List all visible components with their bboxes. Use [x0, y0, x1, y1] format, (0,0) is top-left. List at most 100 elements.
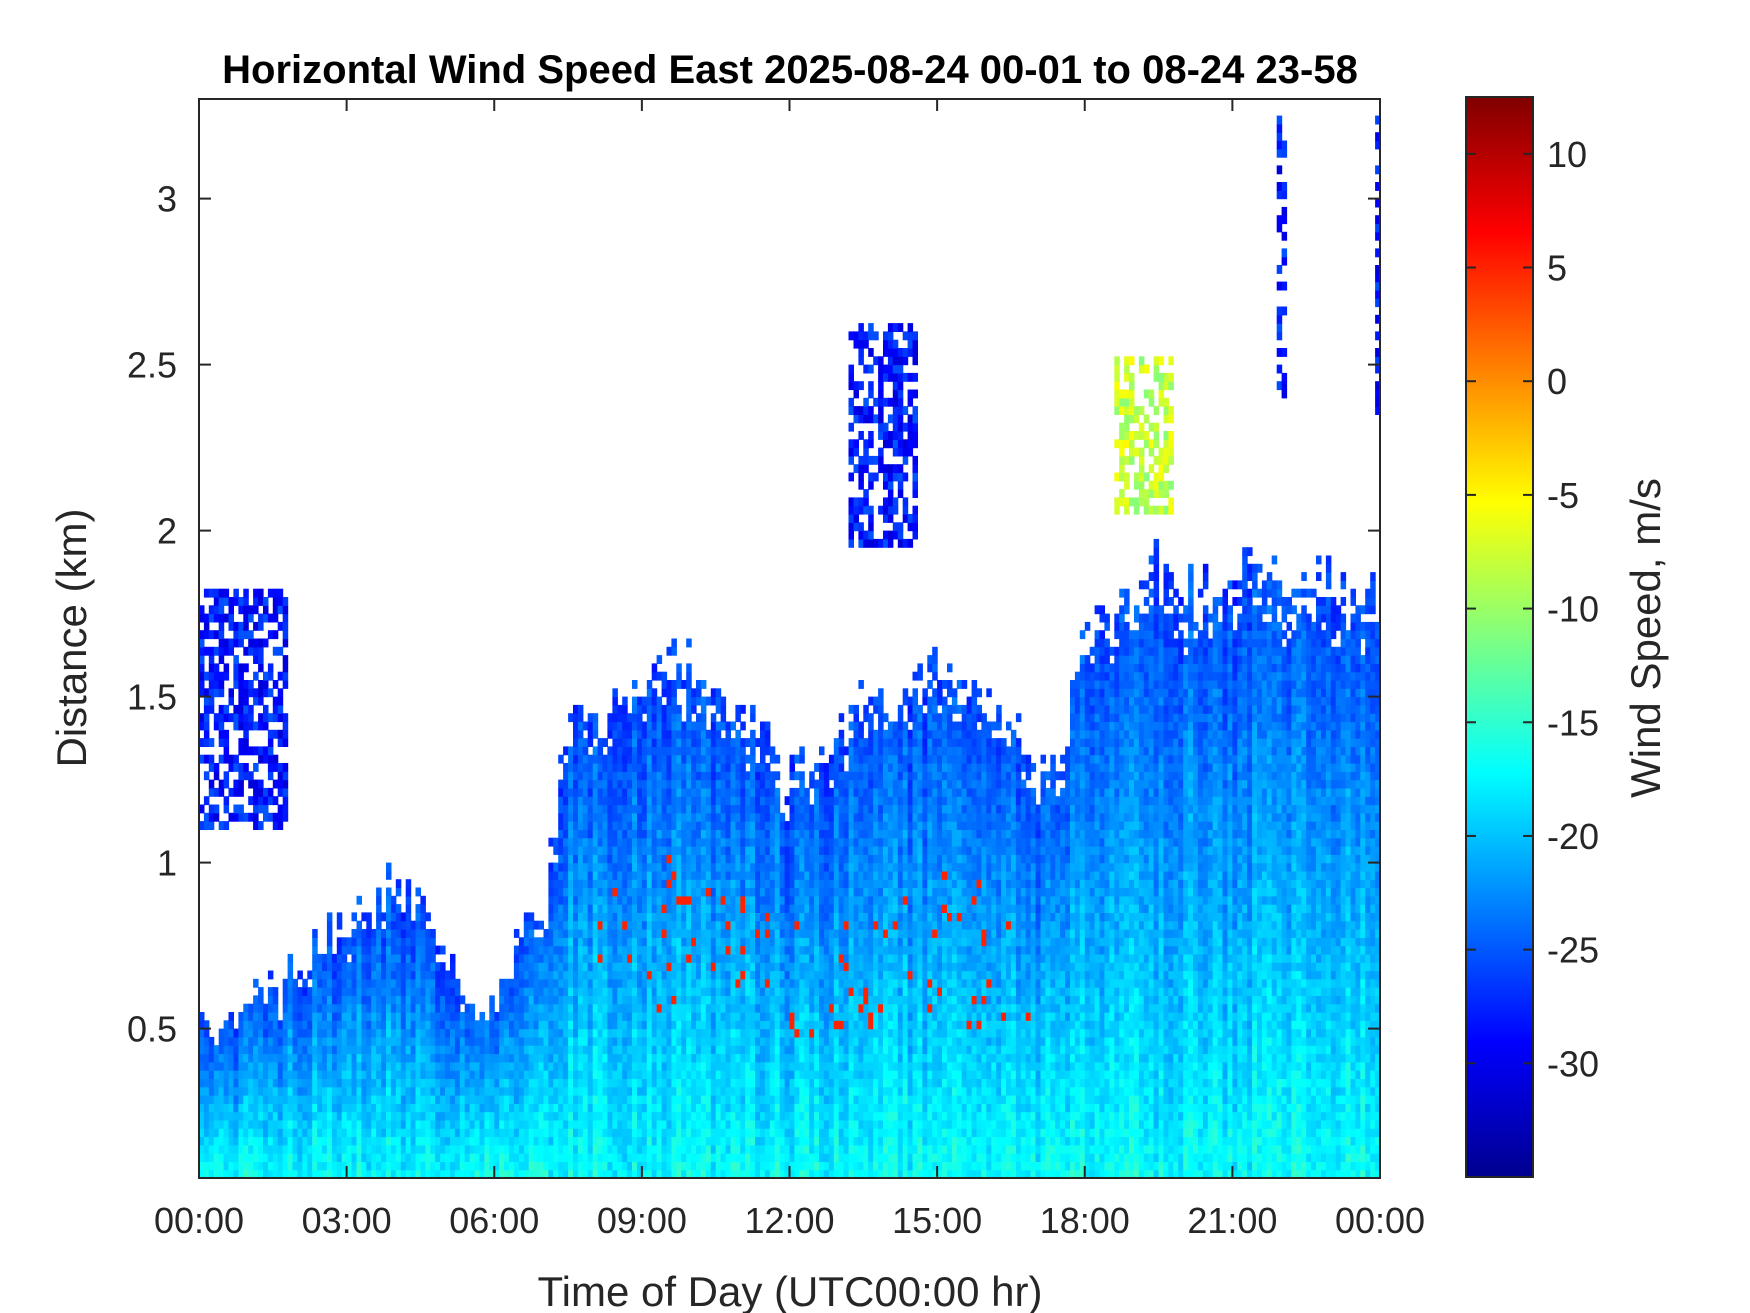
heatmap-cell: [479, 1061, 485, 1071]
heatmap-cell: [568, 812, 574, 822]
heatmap-cell: [292, 1111, 298, 1121]
heatmap-cell: [823, 763, 830, 772]
heatmap-cell: [764, 895, 771, 905]
heatmap-cell: [612, 696, 618, 706]
heatmap-cell: [730, 1012, 736, 1021]
heatmap-cell: [302, 1153, 308, 1162]
heatmap-cell: [720, 1053, 727, 1063]
heatmap-cell: [228, 1103, 234, 1113]
heatmap-cell: [371, 953, 377, 963]
heatmap-cell: [440, 1012, 446, 1021]
heatmap-cell: [238, 1111, 244, 1121]
heatmap-cell: [415, 1128, 421, 1138]
heatmap-cell: [725, 1020, 731, 1030]
heatmap-cell: [577, 912, 584, 922]
heatmap-cell: [720, 1128, 727, 1138]
heatmap-cell: [494, 1036, 500, 1046]
heatmap-cell: [745, 995, 751, 1005]
heatmap-cell: [322, 1036, 328, 1046]
heatmap-cell: [814, 995, 820, 1005]
heatmap-cell: [681, 1012, 687, 1021]
heatmap-cell: [676, 953, 682, 963]
heatmap-cell: [710, 945, 717, 955]
heatmap-cell: [651, 987, 658, 996]
heatmap-cell: [568, 713, 574, 723]
heatmap-cell: [622, 1045, 628, 1055]
heatmap-cell: [597, 804, 604, 814]
heatmap-cell: [612, 688, 618, 698]
heatmap-cell: [814, 953, 820, 963]
heatmap-cell: [258, 1020, 264, 1030]
heatmap-cell: [238, 1012, 244, 1021]
heatmap-cell: [720, 1095, 727, 1104]
heatmap-cell: [395, 1169, 402, 1178]
heatmap-cell: [553, 1086, 559, 1096]
heatmap-cell: [223, 1119, 230, 1129]
heatmap-cell: [627, 1070, 633, 1079]
heatmap-cell: [730, 904, 736, 913]
heatmap-cell: [617, 879, 623, 889]
heatmap-cell: [661, 1153, 668, 1162]
heatmap-cell: [730, 738, 736, 747]
heatmap-cell: [622, 812, 628, 822]
heatmap-cell: [317, 1028, 323, 1038]
heatmap-cell: [715, 1161, 722, 1171]
heatmap-cell: [548, 1020, 554, 1030]
heatmap-cell: [282, 1111, 289, 1121]
heatmap-cell: [199, 1136, 205, 1146]
heatmap-cell: [405, 995, 412, 1005]
heatmap-cell: [720, 796, 727, 806]
heatmap-cell: [395, 995, 402, 1005]
heatmap-cell: [632, 920, 638, 930]
heatmap-cell: [651, 1003, 658, 1013]
heatmap-cell: [410, 1012, 417, 1021]
heatmap-cell: [351, 1078, 357, 1088]
heatmap-cell: [627, 1128, 633, 1138]
heatmap-cell: [819, 987, 825, 996]
heatmap-cell: [346, 1086, 353, 1096]
heatmap-cell: [504, 1103, 510, 1113]
heatmap-cell: [376, 912, 382, 922]
heatmap-cell: [789, 970, 795, 980]
heatmap-cell: [528, 953, 535, 963]
heatmap-cell: [794, 837, 800, 847]
heatmap-cell: [755, 1161, 761, 1171]
heatmap-cell: [361, 1028, 367, 1038]
heatmap-cell: [587, 804, 594, 814]
heatmap-cell: [691, 1153, 697, 1162]
heatmap-cell: [681, 1070, 687, 1079]
heatmap-cell: [641, 920, 648, 930]
heatmap-cell: [326, 995, 333, 1005]
heatmap-cell: [386, 929, 392, 938]
heatmap-cell: [740, 953, 746, 963]
heatmap-cell: [769, 846, 776, 855]
heatmap-cell: [661, 779, 668, 789]
heatmap-cell: [543, 1095, 549, 1104]
heatmap-cell: [523, 1161, 530, 1171]
heatmap-cell: [774, 920, 781, 930]
heatmap-cell: [656, 763, 663, 772]
heatmap-cell: [543, 962, 549, 972]
heatmap-cell: [577, 1136, 584, 1146]
heatmap-cell: [666, 812, 672, 822]
heatmap-cell: [577, 846, 584, 855]
heatmap-cell: [774, 870, 781, 880]
heatmap-cell: [267, 1111, 274, 1121]
heatmap-cell: [504, 1169, 510, 1178]
heatmap-cell: [740, 796, 746, 806]
heatmap-cell: [513, 1169, 520, 1178]
heatmap-cell: [563, 1003, 569, 1013]
heatmap-cell: [454, 1036, 461, 1046]
heatmap-cell: [410, 1161, 417, 1171]
heatmap-cell: [331, 1161, 338, 1171]
heatmap-cell: [720, 1111, 727, 1121]
heatmap-cell: [597, 1070, 604, 1079]
heatmap-cell: [346, 1053, 353, 1063]
heatmap-cell: [228, 1161, 234, 1171]
heatmap-cell: [745, 1078, 751, 1088]
heatmap-cell: [233, 1036, 239, 1046]
heatmap-cell: [799, 1020, 805, 1030]
heatmap-cell: [740, 837, 746, 847]
heatmap-cell: [464, 1045, 471, 1055]
heatmap-cell: [819, 1086, 825, 1096]
